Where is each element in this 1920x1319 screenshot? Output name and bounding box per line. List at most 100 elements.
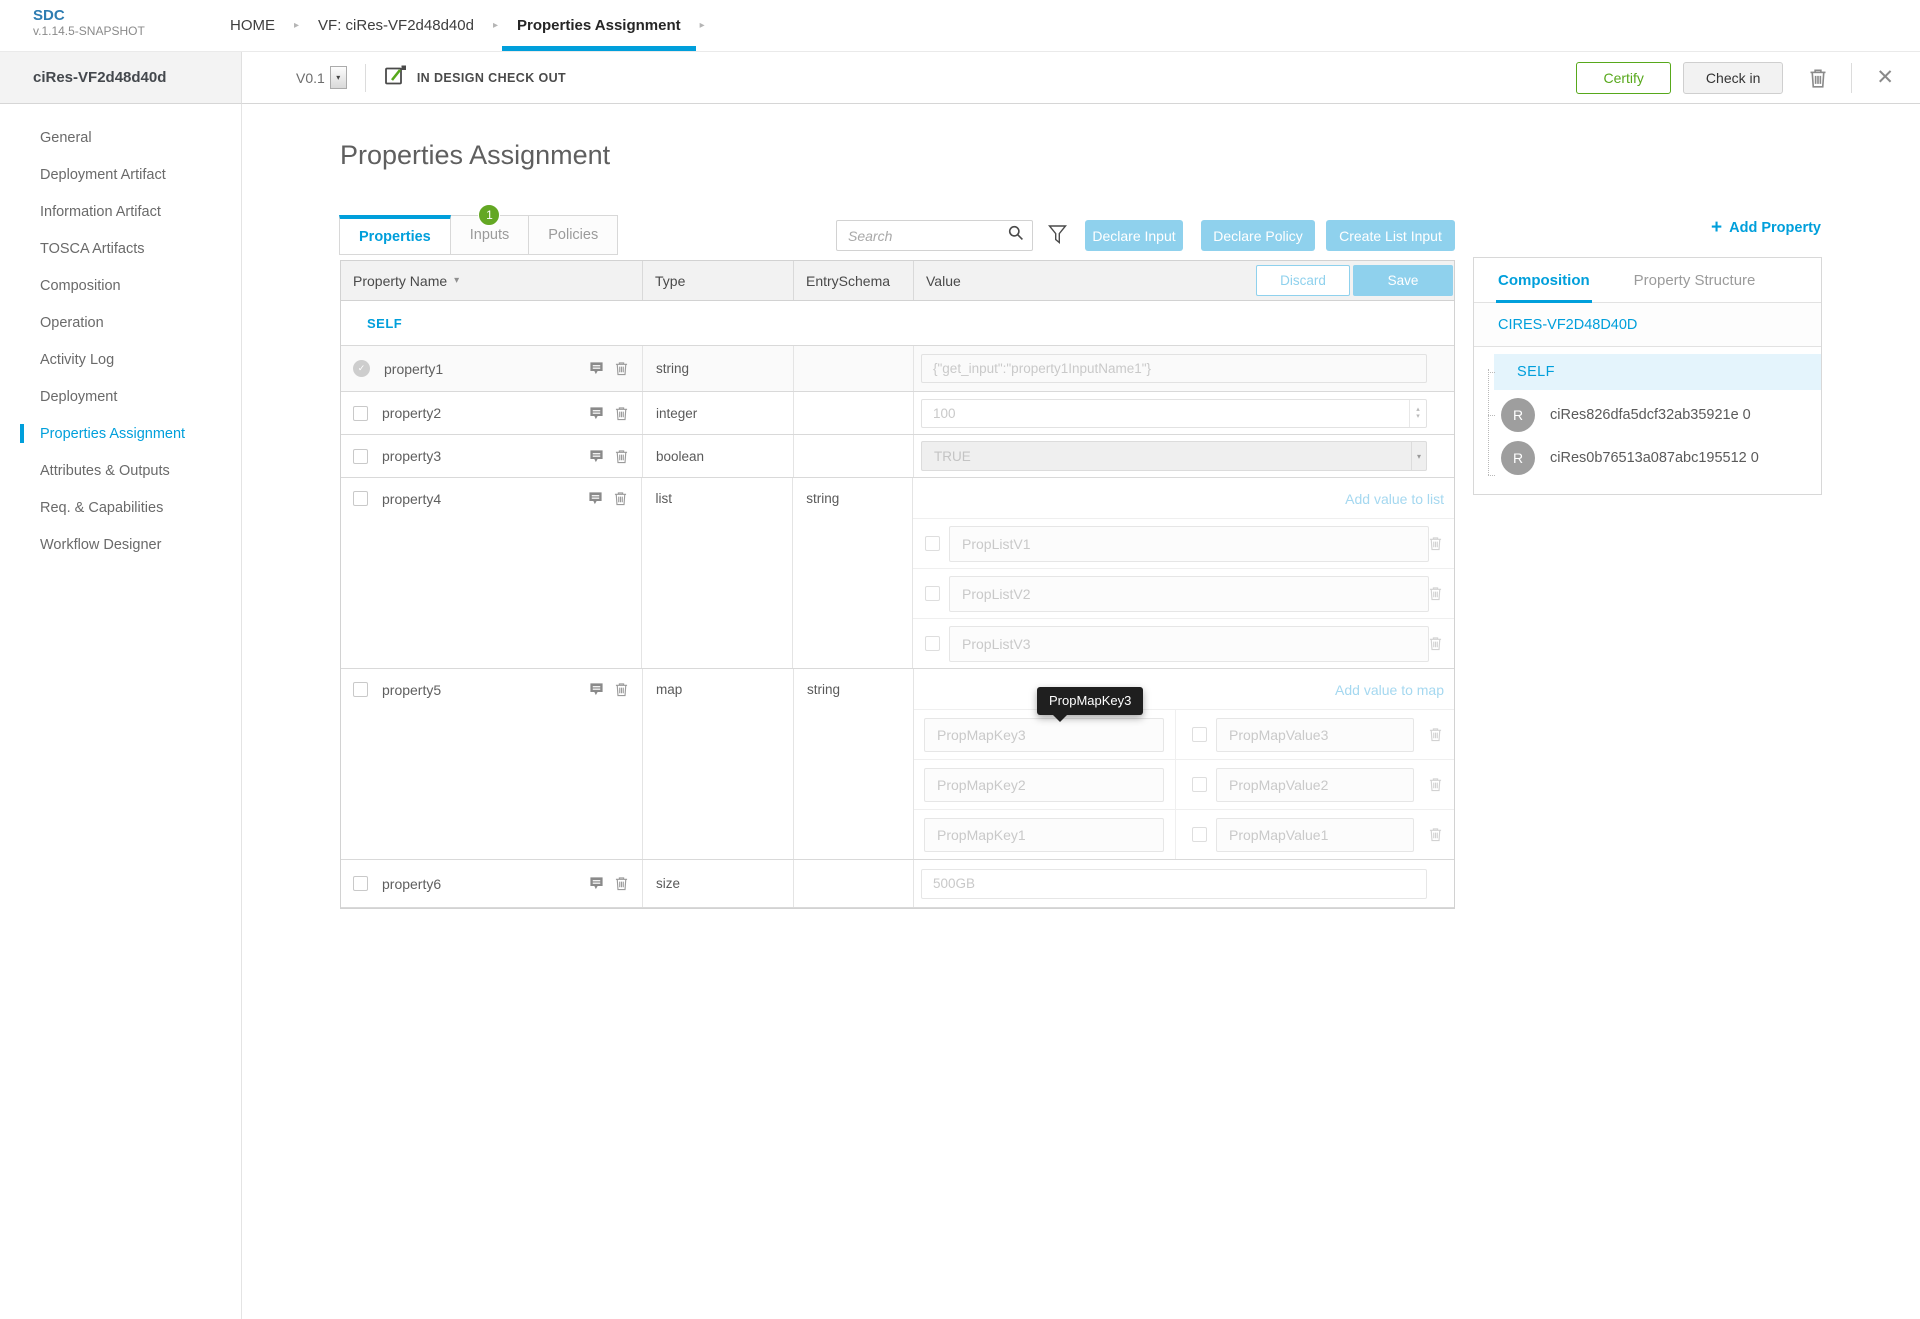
- search-icon[interactable]: [1008, 225, 1024, 246]
- sidebar-item-req-capabilities[interactable]: Req. & Capabilities: [40, 499, 164, 516]
- tab-inputs[interactable]: 1 Inputs: [449, 204, 530, 255]
- checkbox[interactable]: [925, 636, 940, 651]
- resource-avatar: R: [1501, 441, 1535, 475]
- certify-button[interactable]: Certify: [1576, 61, 1671, 94]
- tree-item-resource[interactable]: R ciRes0b76513a087abc195512 0: [1501, 440, 1821, 476]
- create-list-input-button[interactable]: Create List Input: [1326, 220, 1455, 251]
- trash-icon[interactable]: [1429, 727, 1442, 742]
- breadcrumb-home[interactable]: HOME: [230, 17, 275, 34]
- trash-icon[interactable]: [1429, 536, 1442, 551]
- number-spinner[interactable]: ▴ ▾: [1409, 399, 1426, 427]
- comment-icon[interactable]: [589, 876, 604, 891]
- map-key-input[interactable]: [924, 817, 1164, 852]
- trash-icon[interactable]: [1429, 586, 1442, 601]
- property-name: property4: [382, 491, 442, 507]
- property-value-input[interactable]: [921, 868, 1427, 899]
- property-value-number-input[interactable]: [921, 398, 1427, 428]
- breadcrumb-vf[interactable]: VF: ciRes-VF2d48d40d: [318, 17, 474, 34]
- map-key-input[interactable]: [924, 767, 1164, 802]
- tab-property-structure[interactable]: Property Structure: [1633, 271, 1756, 289]
- trash-icon[interactable]: [615, 682, 628, 697]
- trash-icon[interactable]: [614, 491, 627, 506]
- add-value-to-list-link[interactable]: Add value to list: [1345, 491, 1444, 507]
- tree-item-resource[interactable]: R ciRes826dfa5dcf32ab35921e 0: [1501, 397, 1821, 433]
- trash-icon[interactable]: [1429, 827, 1442, 842]
- checkbox[interactable]: [925, 536, 940, 551]
- trash-icon[interactable]: [615, 449, 628, 464]
- property-name: property3: [382, 448, 442, 464]
- declare-policy-button[interactable]: Declare Policy: [1201, 220, 1315, 251]
- trash-icon[interactable]: [615, 406, 628, 421]
- column-value: Value: [926, 272, 961, 289]
- checkbox[interactable]: [1192, 727, 1207, 742]
- property-type: size: [643, 860, 794, 907]
- app-logo[interactable]: SDC v.1.14.5-SNAPSHOT: [0, 0, 215, 51]
- breadcrumb-properties-assignment[interactable]: Properties Assignment: [501, 0, 696, 51]
- sidebar-item-tosca-artifacts[interactable]: TOSCA Artifacts: [40, 240, 145, 257]
- list-value-input[interactable]: [949, 525, 1429, 562]
- property-value-input[interactable]: [921, 354, 1427, 383]
- checkbox[interactable]: [353, 876, 368, 891]
- declare-input-button[interactable]: Declare Input: [1085, 220, 1183, 251]
- trash-icon[interactable]: [615, 361, 628, 376]
- checkbox[interactable]: [1192, 777, 1207, 792]
- sidebar-item-deployment[interactable]: Deployment: [40, 388, 118, 405]
- list-value-input[interactable]: [949, 575, 1429, 612]
- checkbox-checked[interactable]: ✓: [353, 360, 370, 377]
- property-name: property1: [384, 360, 444, 377]
- comment-icon[interactable]: [588, 491, 603, 506]
- sidebar-item-workflow-designer[interactable]: Workflow Designer: [40, 536, 162, 553]
- delete-icon[interactable]: [1809, 68, 1827, 88]
- sidebar-item-attributes-outputs[interactable]: Attributes & Outputs: [40, 462, 170, 479]
- tab-properties[interactable]: Properties: [339, 215, 451, 255]
- checkbox[interactable]: [925, 586, 940, 601]
- close-icon[interactable]: ✕: [1876, 65, 1894, 89]
- comment-icon[interactable]: [589, 406, 604, 421]
- map-value-input[interactable]: [1216, 817, 1414, 852]
- filter-icon[interactable]: [1048, 224, 1067, 251]
- comment-icon[interactable]: [589, 449, 604, 464]
- map-entry: [914, 759, 1454, 809]
- sidebar-item-activity-log[interactable]: Activity Log: [40, 351, 115, 368]
- tree-connector: [1488, 475, 1495, 476]
- tree-item-self[interactable]: SELF: [1494, 354, 1821, 390]
- group-row-self[interactable]: SELF: [341, 301, 1454, 346]
- trash-icon[interactable]: [615, 876, 628, 891]
- comment-icon[interactable]: [589, 361, 604, 376]
- composition-panel: Composition Property Structure CIRES-VF2…: [1473, 257, 1822, 495]
- property-value-select[interactable]: TRUE ▾: [921, 441, 1427, 471]
- version-dropdown[interactable]: ▾: [329, 66, 347, 89]
- property-entry-schema: [794, 435, 914, 477]
- tab-policies[interactable]: Policies: [528, 215, 619, 255]
- sidebar-item-general[interactable]: General: [40, 129, 92, 146]
- tab-composition[interactable]: Composition: [1496, 258, 1592, 303]
- checkbox[interactable]: [353, 491, 368, 506]
- search-input[interactable]: [848, 227, 1008, 244]
- list-item: [913, 618, 1454, 668]
- composition-root[interactable]: CIRES-VF2D48D40D: [1474, 303, 1821, 347]
- add-property-button[interactable]: + Add Property: [1711, 217, 1821, 238]
- sidebar-item-properties-assignment[interactable]: Properties Assignment: [0, 415, 241, 452]
- properties-table: Property Name ▾ Type EntrySchema Value D…: [340, 260, 1455, 909]
- sort-desc-icon: ▾: [454, 275, 460, 286]
- map-value-input[interactable]: [1216, 767, 1414, 802]
- checkbox[interactable]: [1192, 827, 1207, 842]
- discard-button[interactable]: Discard: [1256, 265, 1350, 296]
- check-in-button[interactable]: Check in: [1682, 61, 1784, 94]
- column-property-name[interactable]: Property Name ▾: [341, 261, 643, 300]
- sidebar-item-information-artifact[interactable]: Information Artifact: [40, 203, 161, 220]
- sidebar-item-operation[interactable]: Operation: [40, 314, 104, 331]
- list-value-input[interactable]: [949, 625, 1429, 662]
- checkbox[interactable]: [353, 448, 368, 464]
- map-key-input[interactable]: [924, 717, 1164, 752]
- trash-icon[interactable]: [1429, 777, 1442, 792]
- sidebar-item-composition[interactable]: Composition: [40, 277, 121, 294]
- sidebar-item-deployment-artifact[interactable]: Deployment Artifact: [40, 166, 166, 183]
- map-value-input[interactable]: [1216, 717, 1414, 752]
- save-button[interactable]: Save: [1353, 265, 1453, 296]
- checkbox[interactable]: [353, 405, 368, 421]
- checkbox[interactable]: [353, 682, 368, 697]
- add-value-to-map-link[interactable]: Add value to map: [1335, 682, 1444, 698]
- comment-icon[interactable]: [589, 682, 604, 697]
- trash-icon[interactable]: [1429, 636, 1442, 651]
